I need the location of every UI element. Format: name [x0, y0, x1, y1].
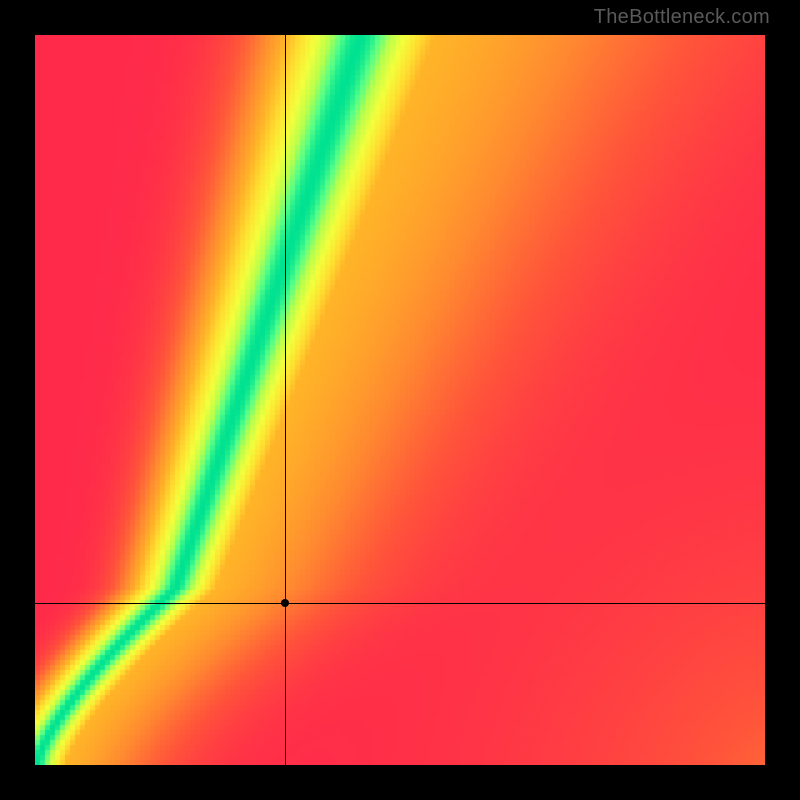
- watermark-text: TheBottleneck.com: [594, 6, 770, 29]
- crosshair-vertical-line: [285, 35, 286, 765]
- selection-marker[interactable]: [281, 599, 289, 607]
- crosshair-horizontal-line: [35, 603, 765, 604]
- plot-area: [35, 35, 765, 765]
- bottleneck-heatmap: [35, 35, 765, 765]
